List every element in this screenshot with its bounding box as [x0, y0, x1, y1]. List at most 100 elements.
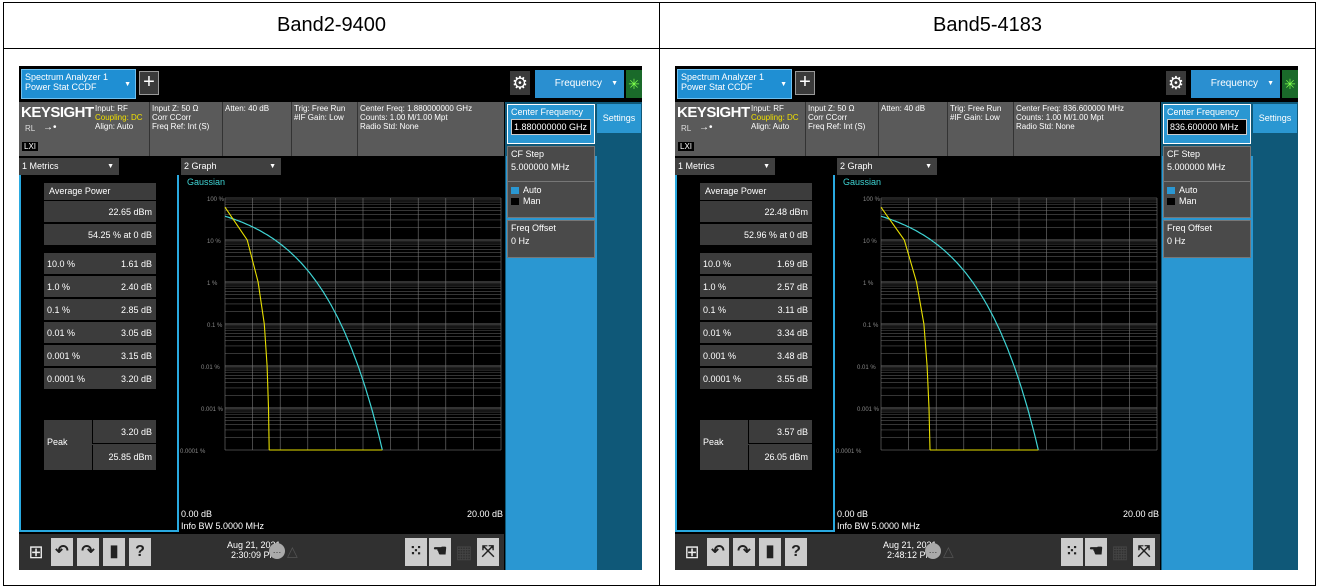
radio-unselected-icon — [511, 197, 519, 205]
gear-icon[interactable]: ⚙ — [510, 71, 530, 95]
peak-box: Peak 3.57 dB 26.05 dBm — [700, 420, 812, 470]
gaussian-trace — [224, 215, 383, 450]
busy-spinner-icon: ✳ — [1282, 70, 1298, 98]
measured-ccdf-trace — [224, 206, 270, 451]
gear-icon[interactable]: ⚙ — [1166, 71, 1186, 95]
message-bubble-icon[interactable]: … — [269, 543, 285, 559]
freq-offset-label: Freq Offset — [1167, 223, 1212, 233]
graph-window-header[interactable]: 2 Graph ▼ — [181, 158, 281, 175]
settings-tab[interactable]: Settings — [1253, 104, 1297, 133]
ccdf-row: 0.0001 % 3.20 dB — [44, 368, 156, 390]
cf-step-mode[interactable]: Auto Man — [1163, 182, 1251, 218]
keysight-logo: KEYSIGHT — [677, 104, 750, 121]
frequency-menu-button[interactable]: Frequency ▼ — [1191, 70, 1280, 98]
average-power-label: Average Power — [700, 183, 812, 200]
cf-step-control[interactable]: CF Step 5.000000 MHz — [1163, 146, 1251, 182]
metrics-window-header[interactable]: 1 Metrics ▼ — [19, 158, 119, 175]
frequency-menu-button[interactable]: Frequency ▼ — [535, 70, 624, 98]
header-left: Band2-9400 — [3, 2, 660, 49]
ccdf-row-value: 1.69 dB — [776, 259, 808, 269]
y-tick-label: 0.01 % — [201, 365, 220, 371]
dropdown-triangle-icon: ▼ — [1267, 80, 1274, 87]
metrics-window[interactable] — [675, 175, 835, 532]
freq-offset-control[interactable]: Freq Offset 0 Hz — [507, 220, 595, 258]
frequency-menu-label: Frequency — [554, 78, 602, 89]
center-frequency-label: Center Frequency — [511, 107, 584, 117]
multiscreen-icon[interactable]: ⁙ — [405, 538, 427, 566]
man-option[interactable]: Man — [1167, 196, 1247, 206]
man-option[interactable]: Man — [511, 196, 591, 206]
info-bw-label: Info BW 5.0000 MHz — [181, 521, 265, 531]
cf-step-control[interactable]: CF Step 5.000000 MHz — [507, 146, 595, 182]
graph-window-header[interactable]: 2 Graph ▼ — [837, 158, 937, 175]
redo-icon[interactable]: ↷ — [733, 538, 755, 566]
file-icon[interactable]: ▮ — [103, 538, 125, 566]
multiscreen-icon[interactable]: ⁙ — [1061, 538, 1083, 566]
divider — [222, 102, 223, 156]
redo-icon[interactable]: ↷ — [77, 538, 99, 566]
y-tick-label: 1 % — [207, 281, 218, 287]
center-frequency-control[interactable]: Center Frequency 1.880000000 GHz — [507, 104, 595, 144]
help-icon[interactable]: ? — [129, 538, 151, 566]
y-tick-label: 10 % — [207, 239, 221, 245]
y-tick-label: 0.01 % — [857, 365, 876, 371]
center-freq-label: Center Freq: 1.880000000 GHz — [360, 104, 473, 113]
add-screen-button[interactable]: + — [139, 71, 159, 95]
metrics-title: 1 Metrics — [678, 161, 715, 171]
warning-triangle-icon: △ — [287, 543, 298, 559]
window-layout-icon[interactable]: ▦ — [455, 542, 473, 562]
touch-hand-icon[interactable]: ☚ — [429, 538, 451, 566]
window-layout-icon[interactable]: ▦ — [1111, 542, 1129, 562]
dropdown-triangle-icon: ▼ — [780, 81, 787, 88]
add-screen-button[interactable]: + — [795, 71, 815, 95]
freq-ref-label: Freq Ref: Int (S) — [152, 122, 210, 131]
auto-option[interactable]: Auto — [1167, 185, 1247, 195]
input-label: Input: RF — [95, 104, 128, 113]
center-freq-label: Center Freq: 836.600000 MHz — [1016, 104, 1125, 113]
touch-hand-icon[interactable]: ☚ — [1085, 538, 1107, 566]
control-panel-fill — [1162, 156, 1253, 570]
windows-start-icon[interactable]: ⊞ — [28, 542, 44, 562]
freq-offset-value: 0 Hz — [511, 236, 530, 246]
settings-tab[interactable]: Settings — [597, 104, 641, 133]
radio-std-label: Radio Std: None — [1016, 122, 1075, 131]
undo-icon[interactable]: ↶ — [51, 538, 73, 566]
center-frequency-value[interactable]: 836.600000 MHz — [1167, 119, 1247, 135]
x-axis-start-label: 0.00 dB — [181, 509, 213, 519]
metrics-window[interactable] — [19, 175, 179, 532]
undo-icon[interactable]: ↶ — [707, 538, 729, 566]
file-icon[interactable]: ▮ — [759, 538, 781, 566]
windows-start-icon[interactable]: ⊞ — [684, 542, 700, 562]
dropdown-triangle-icon: ▼ — [611, 80, 618, 87]
divider — [947, 102, 948, 156]
auto-option[interactable]: Auto — [511, 185, 591, 195]
average-power-value: 22.65 dBm — [44, 200, 156, 222]
center-frequency-control[interactable]: Center Frequency 836.600000 MHz — [1163, 104, 1251, 144]
fullscreen-icon[interactable]: ⤧ — [1133, 538, 1155, 566]
radio-unselected-icon — [1167, 197, 1175, 205]
measurement-tab[interactable]: Spectrum Analyzer 1 Power Stat CCDF ▼ — [21, 69, 136, 99]
ccdf-row-probability: 0.001 % — [47, 351, 81, 361]
ccdf-plot[interactable]: 100 % 10 % 1 % 0.1 % 0.01 % 0.001 % 0.0001 % — [179, 188, 504, 478]
freq-offset-control[interactable]: Freq Offset 0 Hz — [1163, 220, 1251, 258]
date-text: Aug 21, 2021 — [883, 540, 937, 550]
ccdf-plot[interactable]: 100 % 10 % 1 % 0.1 % 0.01 % 0.001 % 0.0001 % — [835, 188, 1160, 478]
ccdf-row: 0.01 % 3.34 dB — [700, 322, 812, 344]
help-icon[interactable]: ? — [785, 538, 807, 566]
center-frequency-value[interactable]: 1.880000000 GHz — [511, 119, 591, 135]
y-tick-label: 0.001 % — [857, 407, 880, 413]
peak-box: Peak 3.20 dB 25.85 dBm — [44, 420, 156, 470]
if-gain-label: #IF Gain: Low — [950, 113, 1000, 122]
fullscreen-icon[interactable]: ⤧ — [477, 538, 499, 566]
divider — [149, 102, 150, 156]
measurement-tab[interactable]: Spectrum Analyzer 1 Power Stat CCDF ▼ — [677, 69, 792, 99]
cf-step-mode[interactable]: Auto Man — [507, 182, 595, 218]
peak-db-value: 3.57 dB — [748, 420, 812, 444]
metrics-window-header[interactable]: 1 Metrics ▼ — [675, 158, 775, 175]
align-label: Align: Auto — [751, 122, 790, 131]
auto-label: Auto — [1179, 185, 1198, 195]
corr-label: Corr CCorr — [152, 113, 192, 122]
counts-label: Counts: 1.00 M/1.00 Mpt — [1016, 113, 1104, 122]
message-bubble-icon[interactable]: … — [925, 543, 941, 559]
center-frequency-label: Center Frequency — [1167, 107, 1240, 117]
